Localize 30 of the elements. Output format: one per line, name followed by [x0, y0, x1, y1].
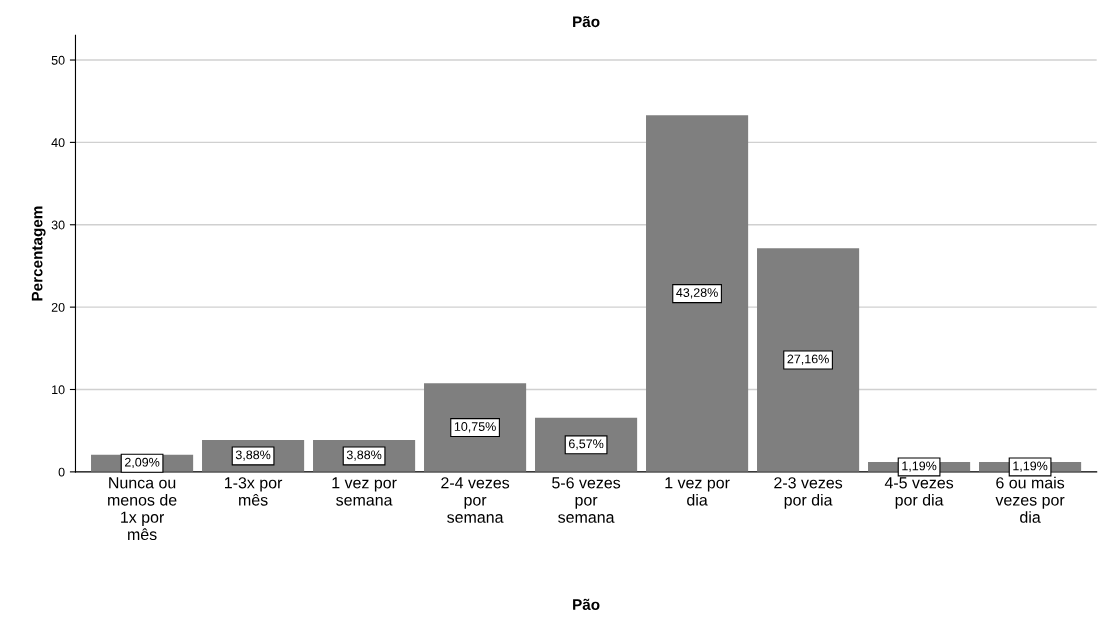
data-label: 27,16% — [787, 354, 829, 365]
x-tick-label: 2-3 vezes por dia — [774, 477, 843, 509]
y-tick-label: 40 — [51, 138, 65, 148]
y-axis-title: Percentagem — [31, 206, 46, 301]
bar — [757, 248, 860, 472]
y-tick-label: 0 — [58, 467, 65, 477]
data-label: 3,88% — [235, 450, 271, 461]
data-label: 6,57% — [568, 439, 604, 450]
x-tick-label: 5-6 vezes por semana — [552, 477, 621, 523]
data-label: 1,19% — [1013, 461, 1048, 472]
data-label: 1,19% — [902, 461, 937, 472]
x-tick-label: 1 vez por dia — [665, 477, 730, 506]
x-tick-label: 6 ou mais vezes por dia — [995, 476, 1065, 523]
x-tick-label: 2-4 vezes por semana — [441, 477, 510, 523]
x-tick-label: 1 vez por semana — [332, 477, 397, 506]
x-tick-label: 4-5 vezes por dia — [884, 477, 954, 509]
bar — [424, 383, 527, 472]
data-label: 3,88% — [346, 450, 382, 461]
data-label: 43,28% — [676, 288, 718, 299]
data-label: 10,75% — [454, 422, 496, 433]
y-tick-label: 20 — [51, 302, 65, 312]
x-tick-label: 1-3x por mês — [225, 477, 283, 506]
x-axis-title: Pão — [573, 598, 600, 611]
data-label: 2,09% — [124, 457, 160, 469]
bar — [646, 115, 749, 472]
chart-title: Pão — [573, 15, 600, 28]
x-tick-label: Nunca ou menos de 1x por mês — [108, 477, 177, 541]
y-tick-label: 30 — [51, 220, 65, 230]
y-tick-label: 10 — [52, 385, 65, 395]
y-tick-label: 50 — [51, 55, 65, 65]
